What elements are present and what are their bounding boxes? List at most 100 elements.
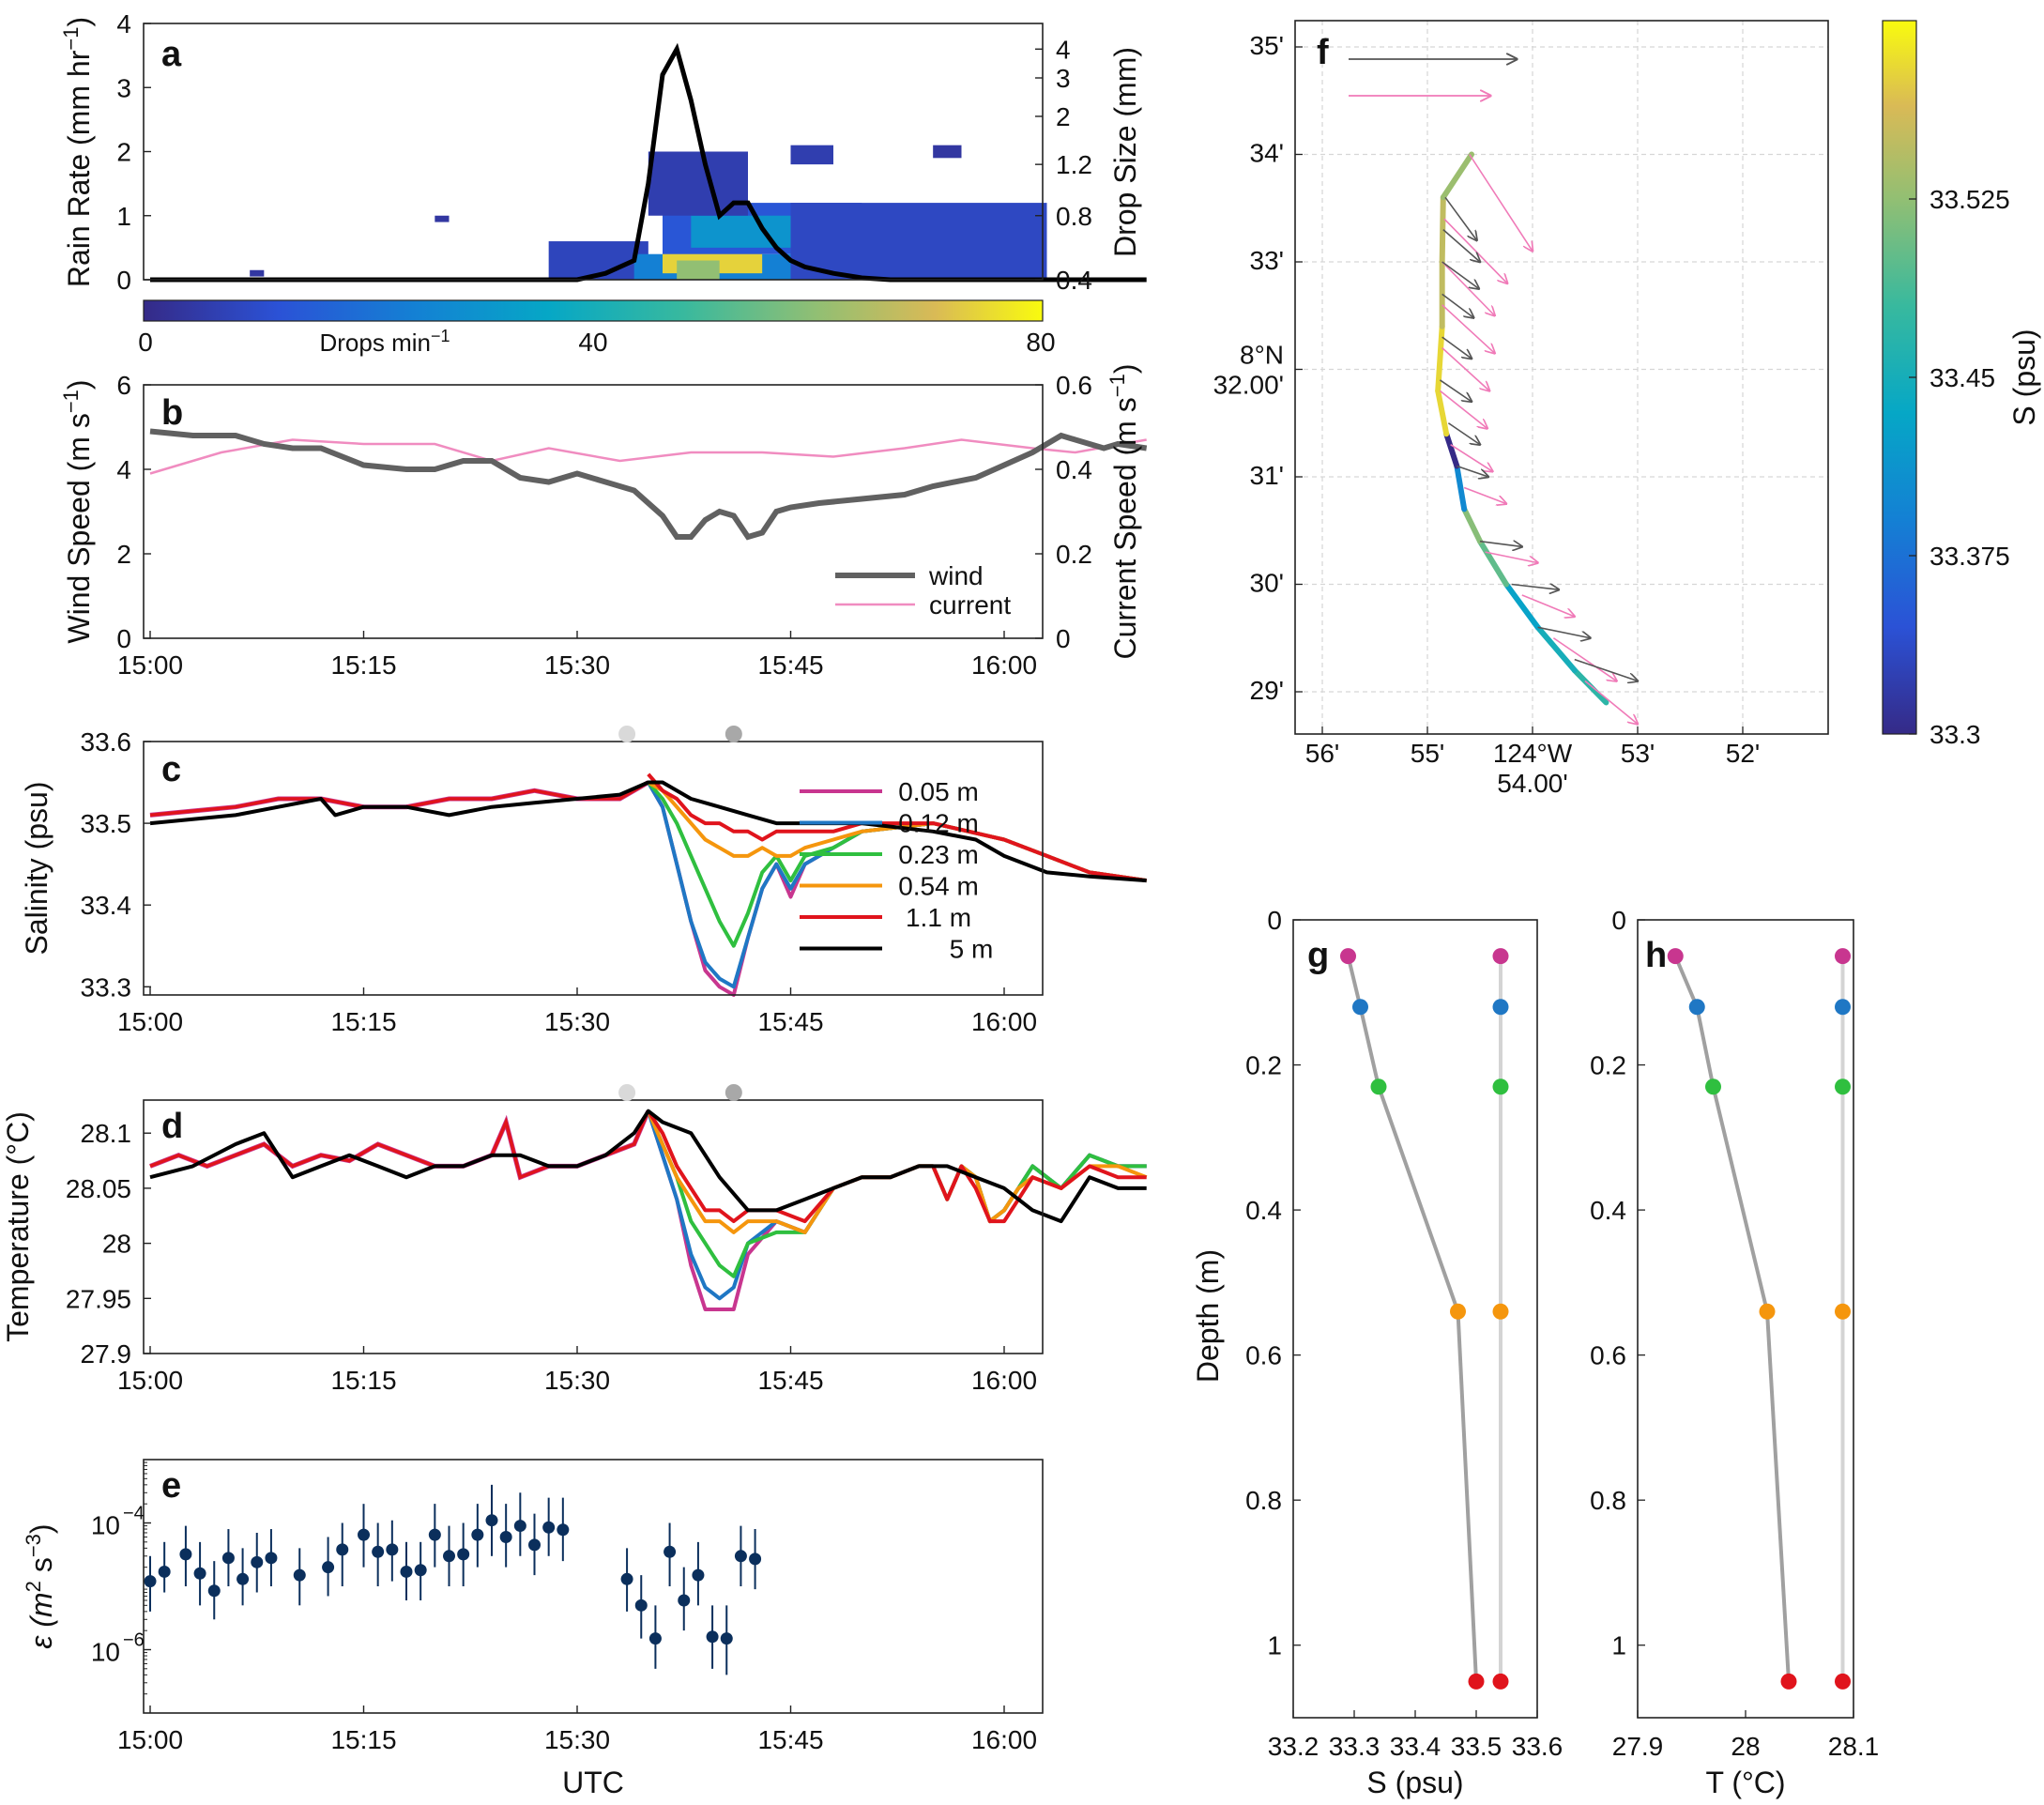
wind-arrow: [1439, 379, 1472, 402]
panel-c-ylabel: Salinity (psu): [20, 782, 53, 956]
panel-a-letter: a: [161, 35, 182, 74]
track-segment: [1534, 624, 1578, 674]
profile-during-line: [1673, 955, 1791, 1682]
eps-point: [706, 1630, 719, 1644]
panel-b-right-tick-label: 0.4: [1056, 455, 1092, 484]
drop-count-cell: [250, 269, 265, 277]
panel-c-lines: [149, 772, 1147, 997]
profile-before-point: [1492, 948, 1509, 965]
profile-before-point: [1835, 948, 1851, 965]
series-d005: [646, 1110, 1147, 1311]
panel-b-right-tick-label: 0.6: [1056, 371, 1092, 400]
panel-c-frame: [143, 741, 1044, 996]
panel-d-y-tick-label: 28: [102, 1230, 131, 1259]
panel-b-x-tick-label: 16:00: [971, 650, 1037, 680]
drop-count-cell: [435, 215, 450, 222]
eps-point: [193, 1567, 206, 1580]
colorbar-a-tick-0: 0: [138, 328, 153, 357]
wind-arrow: [1442, 229, 1480, 262]
panel-h-y-tick-label: 0: [1611, 906, 1626, 935]
panel-h-x-tick-label: 27.9: [1612, 1732, 1664, 1761]
drop-count-cell: [933, 145, 962, 159]
panel-g-x-tick-label: 33.4: [1390, 1732, 1441, 1761]
track-segment: [1439, 194, 1446, 265]
panel-f-x-tick-label: 52': [1726, 739, 1761, 768]
panel-h-y-tick-label: 0.6: [1590, 1341, 1626, 1370]
panel-a-y-ticks: 0 1 2 3 4: [116, 9, 151, 295]
panel-f-arrows: [1349, 59, 1638, 724]
eps-point: [158, 1565, 171, 1578]
panel-g-xlabel: S (psu): [1366, 1766, 1463, 1799]
drop-count-cell: [790, 203, 1047, 280]
panel-e-x-ticks: 15:00 15:15 15:30 15:45 16:00: [117, 1706, 1037, 1754]
panel-e-frame: [143, 1459, 1044, 1714]
eps-point: [620, 1572, 633, 1585]
panel-g-x-tick-label: 33.2: [1268, 1732, 1319, 1761]
profile-during-point: [1705, 1078, 1721, 1095]
current-arrow: [1441, 304, 1495, 354]
panel-a-right-tick-label: 0.4: [1056, 266, 1092, 295]
panel-b-y-tick-label: 2: [116, 540, 131, 569]
colorbar-f-tick-label: 33.525: [1930, 185, 2010, 214]
colorbar-f-tick-label: 33.375: [1930, 542, 2010, 571]
panel-g-letter: g: [1307, 936, 1329, 975]
track-segment: [1435, 323, 1445, 394]
eps-point: [265, 1552, 278, 1565]
legend-b-wind-label: wind: [928, 561, 984, 590]
panel-d-lines: [149, 1109, 1148, 1311]
panel-g-x-tick-label: 33.6: [1512, 1732, 1564, 1761]
panel-b: 0 2 4 6 0 0.2 0.4 0.6 15:00 15:15 15:30 15:45 16:0…: [59, 364, 1148, 680]
panel-b-y-ticks: 0 2 4 6: [116, 371, 151, 653]
panel-e-letter: e: [161, 1466, 181, 1506]
time-marker-end: [725, 726, 742, 742]
panel-h-y-tick-label: 0.2: [1590, 1051, 1626, 1080]
profile-before-point: [1492, 1303, 1509, 1320]
panel-f: 56' 55' 124°W 53' 52' 54.00' 29' 30' 8°N 31' 33' 34…: [1213, 20, 2041, 798]
profile-before-point: [1835, 1078, 1851, 1095]
panel-b-right-tick-label: 0.2: [1056, 540, 1092, 569]
eps-point: [293, 1568, 306, 1582]
panel-g-y-tick-label: 0.4: [1245, 1196, 1282, 1225]
profile-before-point: [1835, 1673, 1851, 1690]
eps-point: [471, 1528, 484, 1541]
eps-point: [443, 1550, 455, 1563]
panel-f-x-tick-label: 56': [1305, 739, 1340, 768]
panel-b-x-tick-label: 15:00: [117, 650, 183, 680]
eps-point: [749, 1553, 762, 1566]
panel-f-x-tick-label: 55': [1411, 739, 1445, 768]
panel-a-right-ticks: 0.4 0.8 1.2 2 34: [1035, 35, 1092, 295]
panel-c-x-ticks: 15:00 15:15 15:30 15:45 16:00: [117, 987, 1037, 1036]
panel-e-x-tick-label: 15:30: [544, 1725, 610, 1754]
panel-g-x-tick-label: 33.3: [1329, 1732, 1380, 1761]
panel-d-y-tick-label: 28.1: [81, 1119, 132, 1148]
panel-a-right-tick-label: 0.8: [1056, 202, 1092, 231]
profile-before-point: [1835, 999, 1851, 1016]
panel-b-y-tick-label: 6: [116, 371, 131, 400]
panel-e-x-tick-label: 16:00: [971, 1725, 1037, 1754]
panel-b-right-ylabel: Current Speed (m s−1): [1106, 364, 1142, 660]
current-arrow: [1521, 594, 1575, 617]
eps-point: [207, 1584, 221, 1598]
current-arrow: [1441, 261, 1495, 315]
series-d5: [149, 1109, 1147, 1224]
panel-d-markers: [618, 1084, 742, 1101]
current-arrow: [1485, 551, 1538, 562]
panel-c-y-tick-label: 33.6: [81, 727, 132, 757]
current-arrow: [1469, 154, 1533, 252]
panel-b-current-line: [149, 438, 1147, 475]
drop-count-cell: [790, 145, 833, 165]
panel-e-points: [144, 1484, 762, 1675]
eps-point: [372, 1545, 385, 1558]
eps-point: [542, 1521, 556, 1534]
legend-c-label: 0.12 m: [898, 809, 979, 838]
panel-d-x-tick-label: 15:15: [330, 1366, 396, 1395]
panel-b-ylabel: Wind Speed (m s−1): [59, 379, 96, 643]
panel-g-y-tick-label: 0.2: [1245, 1051, 1282, 1080]
eps-point: [336, 1543, 349, 1556]
panel-g-y-tick-label: 0.8: [1245, 1486, 1282, 1515]
panel-c-markers: [618, 726, 742, 742]
eps-point: [720, 1632, 733, 1645]
panel-a-right-tick-label: 1.2: [1056, 150, 1092, 179]
panel-f-x-tick-label: 124°W: [1493, 739, 1573, 768]
